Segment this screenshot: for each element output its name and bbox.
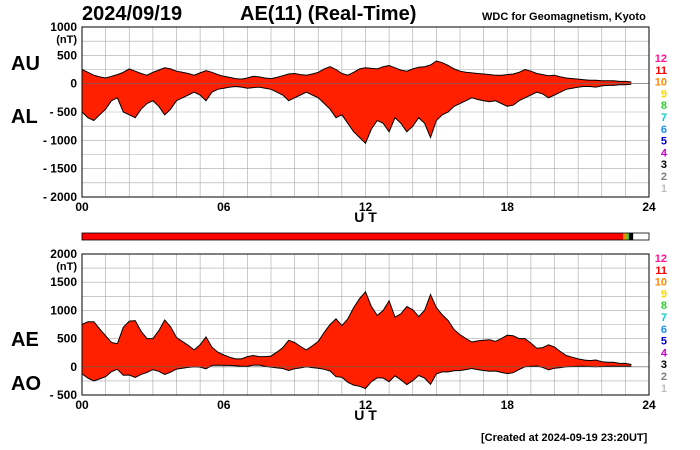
ao-label: AO: [11, 373, 41, 395]
ae-ao-station-scale-label: 3: [661, 359, 667, 371]
ae-ao-x-tick-label: 00: [75, 398, 89, 412]
au-al-y-tick-label: 1000: [50, 20, 77, 34]
au-al-y-tick-label: 0: [70, 77, 77, 91]
ae-ao-x-tick-label: 12: [359, 398, 373, 412]
au-al-y-tick-label: - 1000: [43, 133, 77, 147]
chart-date: 2024/09/19: [82, 3, 183, 25]
ae-ao-y-tick-label: 0: [70, 360, 77, 374]
ae-label: AE: [11, 329, 39, 351]
ae-ao-station-scale-label: 11: [655, 265, 667, 277]
au-al-station-scale-label: 11: [655, 65, 667, 77]
chart-title: AE(11) (Real-Time): [240, 3, 417, 25]
ae-ao-station-scale-label: 2: [661, 371, 667, 383]
au-al-x-tick-label: 24: [642, 200, 656, 214]
au-al-station-scale-label: 9: [661, 88, 667, 100]
ae-ao-x-tick-label: 24: [642, 398, 656, 412]
ae-series-line: [81, 290, 632, 365]
al-label: AL: [11, 106, 38, 128]
au-al-station-scale-label: 4: [661, 147, 668, 159]
ae-ao-y-tick-label: - 500: [50, 388, 78, 402]
ae-ao-band-fill: [82, 291, 632, 389]
ae-ao-station-scale-label: 10: [655, 277, 667, 289]
ae-ao-station-scale-label: 5: [661, 336, 667, 348]
au-al-y-tick-label: - 500: [50, 105, 78, 119]
station-bar-frame: [81, 232, 650, 241]
station-bar-segment: [623, 233, 627, 240]
au-al-station-scale-label: 2: [661, 171, 667, 183]
au-al-x-tick-label: 18: [501, 200, 515, 214]
ae-ao-station-scale-label: 7: [661, 312, 667, 324]
station-bar-segment: [626, 233, 629, 240]
ae-ao-y-tick-label: 500: [57, 332, 77, 346]
ae-ao-station-scale-label: 4: [661, 347, 668, 359]
au-al-band-fill: [82, 61, 632, 144]
au-al-y-unit-label: (nT): [56, 34, 77, 46]
au-series-line: [81, 60, 632, 83]
al-series-line: [81, 83, 632, 145]
ae-ao-y-tick-label: 1500: [50, 275, 77, 289]
au-al-y-tick-label: - 2000: [43, 190, 77, 204]
au-al-station-scale-label: 12: [655, 53, 667, 65]
organization-label: WDC for Geomagnetism, Kyoto: [482, 11, 646, 23]
au-al-plot-frame: [81, 26, 650, 198]
ae-ao-station-scale-label: 1: [661, 383, 667, 395]
au-al-x-tick-label: 00: [75, 200, 89, 214]
ae-ao-station-scale-label: 8: [661, 300, 667, 312]
au-al-station-scale-label: 3: [661, 159, 667, 171]
au-al-station-scale-label: 6: [661, 124, 667, 136]
station-bar-segment: [82, 233, 624, 240]
au-al-x-tick-label: 12: [359, 200, 373, 214]
au-label: AU: [11, 53, 40, 75]
au-al-x-axis-label: U T: [354, 209, 377, 225]
au-al-station-scale-label: 7: [661, 112, 667, 124]
ae-ao-station-scale-label: 6: [661, 324, 667, 336]
ae-ao-y-tick-label: 2000: [50, 247, 77, 261]
created-timestamp: [Created at 2024-09-19 23:20UT]: [481, 432, 648, 444]
au-al-station-scale-label: 1: [661, 183, 667, 195]
au-al-station-scale-label: 8: [661, 100, 667, 112]
ae-ao-y-tick-label: 1000: [50, 303, 77, 317]
au-al-station-scale-label: 5: [661, 136, 667, 148]
au-al-station-scale-label: 10: [655, 77, 667, 89]
station-bar-segment: [628, 233, 634, 240]
ae-ao-x-axis-label: U T: [354, 407, 377, 423]
ae-ao-x-tick-label: 06: [217, 398, 231, 412]
ae-ao-y-unit-label: (nT): [56, 261, 77, 273]
ae-ao-x-tick-label: 18: [501, 398, 515, 412]
au-al-y-tick-label: 500: [57, 48, 77, 62]
ae-ao-station-scale-label: 12: [655, 253, 667, 265]
au-al-y-tick-label: - 1500: [43, 162, 77, 176]
ae-ao-plot-frame: [81, 253, 650, 396]
au-al-x-tick-label: 06: [217, 200, 231, 214]
ae-ao-station-scale-label: 9: [661, 288, 667, 300]
